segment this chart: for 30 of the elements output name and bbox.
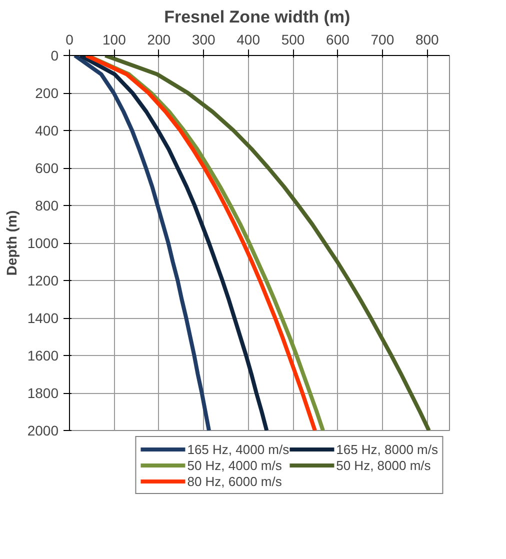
x-tick-label: 500 <box>281 32 305 48</box>
y-tick-label: 2000 <box>27 422 59 438</box>
y-tick-label: 400 <box>35 122 59 138</box>
y-tick-label: 1200 <box>27 272 59 288</box>
y-tick-label: 1000 <box>27 235 59 251</box>
x-tick-label: 100 <box>102 32 126 48</box>
line-series <box>78 56 269 430</box>
y-tick-label: 1800 <box>27 385 59 401</box>
chart-title: Fresnel Zone width (m) <box>164 8 350 26</box>
x-tick-label: 400 <box>236 32 260 48</box>
line-series <box>72 56 211 430</box>
y-tick-label: 1400 <box>27 310 59 326</box>
y-tick-label: 1600 <box>27 348 59 364</box>
legend-label: 165 Hz, 4000 m/s <box>187 441 290 457</box>
y-tick-label: 800 <box>35 198 59 214</box>
y-axis-title: Depth (m) <box>3 210 20 276</box>
y-tick-label: 600 <box>35 160 59 176</box>
legend-label: 50 Hz, 8000 m/s <box>336 457 431 473</box>
x-tick-label: 600 <box>326 32 350 48</box>
x-tick-label: 300 <box>192 32 216 48</box>
legend-label: 165 Hz, 8000 m/s <box>336 441 438 457</box>
y-tick-label: 0 <box>50 48 59 64</box>
legend-label: 80 Hz, 6000 m/s <box>187 473 282 489</box>
y-tick-label: 200 <box>35 85 59 101</box>
legend-label: 50 Hz, 4000 m/s <box>187 457 282 473</box>
x-tick-label: 0 <box>66 32 74 48</box>
line-series <box>103 56 431 430</box>
x-tick-label: 200 <box>147 32 171 48</box>
x-tick-label: 800 <box>415 32 440 48</box>
x-tick-label: 700 <box>370 32 394 48</box>
